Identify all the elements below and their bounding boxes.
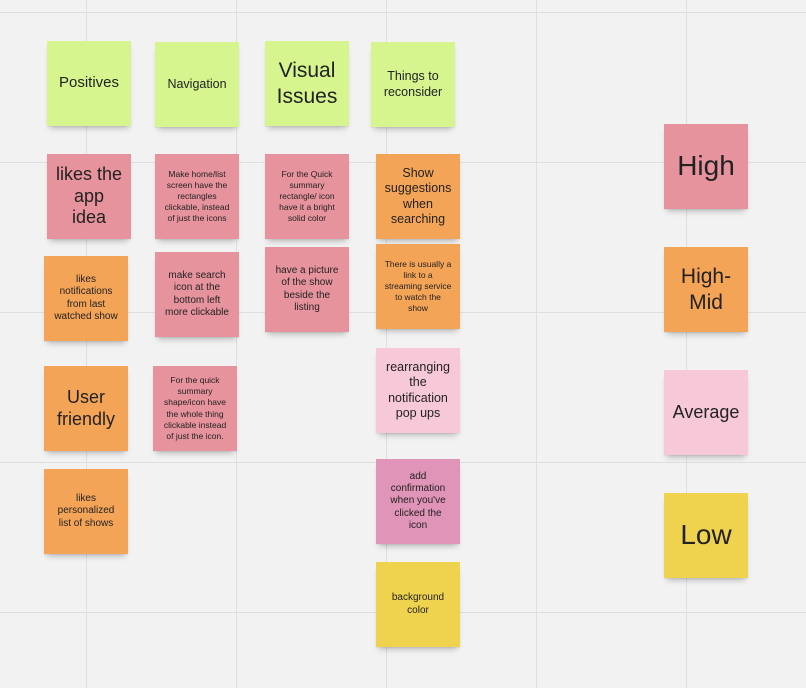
sticky-note-legend-low[interactable]: Low [664, 493, 748, 578]
sticky-note-reconsider[interactable]: Show suggestions when searching [376, 154, 460, 239]
sticky-note-navigation[interactable]: make search icon at the bottom left more… [155, 252, 239, 337]
sticky-note-positive[interactable]: likes personalized list of shows [44, 469, 128, 554]
sticky-note-legend-average[interactable]: Average [664, 370, 748, 455]
sticky-note-navigation[interactable]: Make home/list screen have the rectangle… [155, 154, 239, 239]
sticky-note-header-positives[interactable]: Positives [47, 41, 131, 126]
sticky-note-visual-issue[interactable]: have a picture of the show beside the li… [265, 247, 349, 332]
sticky-note-legend-high[interactable]: High [664, 124, 748, 209]
sticky-note-positive[interactable]: likes notifications from last watched sh… [44, 256, 128, 341]
sticky-note-positive[interactable]: User friendly [44, 366, 128, 451]
sticky-note-positive[interactable]: likes the app idea [47, 154, 131, 239]
sticky-note-navigation[interactable]: For the quick summary shape/icon have th… [153, 366, 237, 451]
sticky-note-legend-high-mid[interactable]: High-Mid [664, 247, 748, 332]
sticky-note-reconsider[interactable]: There is usually a link to a streaming s… [376, 244, 460, 329]
sticky-note-visual-issue[interactable]: For the Quick summary rectangle/ icon ha… [265, 154, 349, 239]
sticky-note-reconsider[interactable]: background color [376, 562, 460, 647]
sticky-note-reconsider[interactable]: add confirmation when you've clicked the… [376, 459, 460, 544]
sticky-note-header-things-to-reconsider[interactable]: Things to reconsider [371, 42, 455, 127]
sticky-note-header-navigation[interactable]: Navigation [155, 42, 239, 127]
sticky-note-reconsider[interactable]: rearranging the notification pop ups [376, 348, 460, 433]
sticky-note-header-visual-issues[interactable]: Visual Issues [265, 41, 349, 126]
